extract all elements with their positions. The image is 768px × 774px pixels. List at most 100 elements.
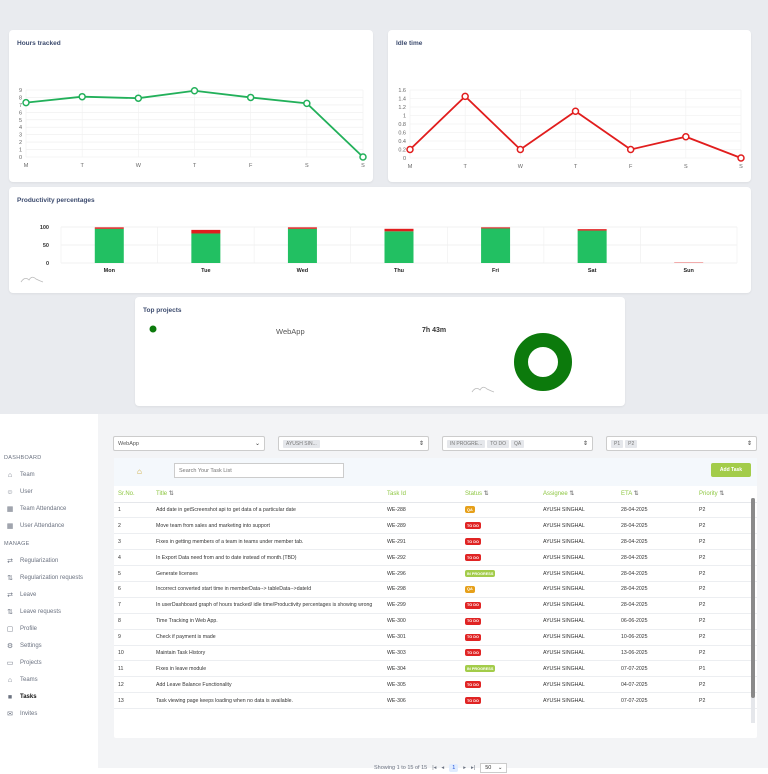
status-select[interactable]: IN PROGRE... TO DO QA ⇕: [442, 436, 593, 451]
productive-bar[interactable]: [95, 229, 124, 263]
calendar-icon: ▦: [6, 522, 14, 530]
sidebar-item-settings[interactable]: ⚙Settings: [6, 639, 94, 653]
priority-select[interactable]: P1 P2 ⇕: [606, 436, 757, 451]
sidebar-item-regularization[interactable]: ⇄Regularization: [6, 554, 94, 568]
productive-bar[interactable]: [191, 233, 220, 263]
sidebar-item-invites[interactable]: ✉Invites: [6, 707, 94, 721]
table-cell: 28-04-2025: [617, 550, 695, 566]
next-page-icon[interactable]: ▸: [463, 765, 466, 771]
sort-arrows-icon: ⇕: [747, 440, 752, 447]
column-header-taskid[interactable]: Task Id: [383, 486, 461, 502]
idle-point[interactable]: [573, 108, 579, 114]
project-name: WebApp: [276, 327, 305, 336]
assignee-chip[interactable]: AYUSH SIN...: [283, 440, 320, 448]
search-input[interactable]: [174, 463, 344, 478]
status-chip[interactable]: QA: [511, 440, 524, 448]
column-header-title[interactable]: Title ⇅: [152, 486, 383, 502]
sidebar-item-tasks[interactable]: ■Tasks: [6, 690, 94, 704]
unproductive-bar[interactable]: [481, 227, 510, 228]
project-donut-slice[interactable]: [521, 340, 565, 384]
first-page-icon[interactable]: |◂: [432, 765, 436, 771]
scrollbar-thumb[interactable]: [751, 498, 755, 698]
hours-point[interactable]: [23, 100, 29, 106]
productive-bar[interactable]: [578, 231, 607, 263]
page-number[interactable]: 1: [449, 764, 458, 772]
calendar-icon: ▦: [6, 505, 14, 513]
idle-point[interactable]: [738, 155, 744, 161]
priority-chip[interactable]: P2: [625, 440, 637, 448]
hours-point[interactable]: [79, 94, 85, 100]
column-header-status[interactable]: Status ⇅: [461, 486, 539, 502]
status-chip[interactable]: IN PROGRE...: [447, 440, 485, 448]
hours-point[interactable]: [304, 100, 310, 106]
idle-point[interactable]: [462, 93, 468, 99]
sidebar-item-profile[interactable]: ▢Profile: [6, 622, 94, 636]
table-cell: 28-04-2025: [617, 534, 695, 550]
sidebar-item-leave-requests[interactable]: ⇅Leave requests: [6, 605, 94, 619]
sidebar-item-label: Settings: [20, 643, 42, 649]
sidebar-item-user-attendance[interactable]: ▦User Attendance: [6, 519, 94, 533]
sidebar-item-label: Team Attendance: [20, 506, 66, 512]
sort-icon[interactable]: ⇅: [482, 491, 489, 497]
sidebar-item-user[interactable]: ☺User: [6, 485, 94, 499]
priority-chip[interactable]: P1: [611, 440, 623, 448]
unproductive-bar[interactable]: [578, 229, 607, 230]
hours-point[interactable]: [360, 154, 366, 160]
sort-icon[interactable]: ⇅: [632, 491, 639, 497]
idle-point[interactable]: [628, 147, 634, 153]
column-header-assignee[interactable]: Assignee ⇅: [539, 486, 617, 502]
project-select[interactable]: WebApp ⌄: [113, 436, 265, 451]
table-cell: WE-300: [383, 613, 461, 629]
unproductive-bar[interactable]: [288, 227, 317, 228]
sidebar-item-teams[interactable]: ⌂Teams: [6, 673, 94, 687]
productive-bar[interactable]: [481, 228, 510, 263]
idle-point[interactable]: [517, 147, 523, 153]
y-tick-label: 3: [19, 133, 22, 139]
productive-bar[interactable]: [385, 231, 414, 263]
home-icon[interactable]: ⌂: [137, 467, 142, 476]
column-header-priority[interactable]: Priority ⇅: [695, 486, 757, 502]
sidebar-item-leave[interactable]: ⇄Leave: [6, 588, 94, 602]
unproductive-bar[interactable]: [385, 229, 414, 232]
hours-point[interactable]: [135, 95, 141, 101]
productive-bar[interactable]: [288, 229, 317, 263]
x-tick-label: M: [408, 164, 413, 170]
sidebar-item-team[interactable]: ⌂Team: [6, 468, 94, 482]
hours-point[interactable]: [248, 94, 254, 100]
sidebar-item-team-attendance[interactable]: ▦ Team Attendance: [6, 502, 94, 516]
table-cell: IN PROGRESS: [461, 566, 539, 582]
table-cell: 13: [114, 693, 152, 709]
sidebar-item-regularization-requests[interactable]: ⇅Regularization requests: [6, 571, 94, 585]
unproductive-bar[interactable]: [95, 227, 124, 228]
idle-point[interactable]: [407, 147, 413, 153]
per-page-select[interactable]: 50 ⌄: [480, 763, 507, 773]
sidebar-item-projects[interactable]: ▭Projects: [6, 656, 94, 670]
sort-icon[interactable]: ⇅: [167, 491, 174, 497]
table-cell: Time Tracking in Web App.: [152, 613, 383, 629]
hours-point[interactable]: [192, 88, 198, 94]
prev-page-icon[interactable]: ◂: [441, 765, 444, 771]
column-header-eta[interactable]: ETA ⇅: [617, 486, 695, 502]
sort-icon[interactable]: ⇅: [568, 491, 575, 497]
status-chip[interactable]: TO DO: [487, 440, 509, 448]
add-task-button[interactable]: Add Task: [711, 463, 751, 477]
idle-point[interactable]: [683, 134, 689, 140]
table-scrollbar[interactable]: [751, 498, 755, 723]
unproductive-bar[interactable]: [191, 230, 220, 234]
last-page-icon[interactable]: ▸|: [471, 765, 475, 771]
assignee-select[interactable]: AYUSH SIN... ⇕: [278, 436, 429, 451]
sort-icon[interactable]: ⇅: [718, 491, 725, 497]
